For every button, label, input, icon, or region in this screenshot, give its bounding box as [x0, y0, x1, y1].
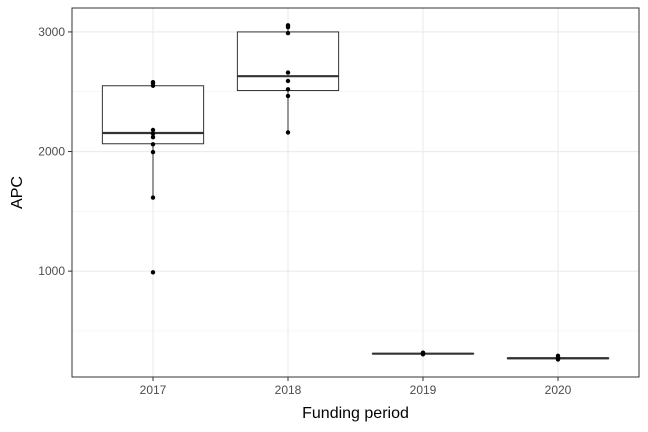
- point-series: [150, 23, 561, 362]
- data-point: [150, 195, 156, 200]
- x-tick-label: 2017: [140, 383, 167, 397]
- data-point: [150, 131, 156, 136]
- plot-panel-background: [72, 8, 639, 377]
- y-tick-label: 1000: [38, 264, 65, 278]
- y-axis-title: APC: [9, 176, 26, 209]
- y-tick-label: 2000: [38, 145, 65, 159]
- data-point: [150, 79, 156, 85]
- data-point: [285, 130, 291, 135]
- data-point: [150, 127, 156, 133]
- x-tick-label: 2018: [275, 383, 302, 397]
- data-point: [285, 70, 291, 75]
- y-axis-ticks: 1000 2000 3000: [38, 25, 72, 278]
- major-gridlines: [72, 8, 639, 377]
- x-axis-title: Funding period: [302, 405, 409, 422]
- x-axis-ticks: 2017 2018 2019 2020: [140, 377, 572, 397]
- data-point: [285, 78, 291, 84]
- data-point: [555, 353, 561, 359]
- data-point: [285, 87, 291, 92]
- data-point: [150, 270, 156, 275]
- plot-panel-border: [71, 7, 640, 378]
- data-point: [285, 23, 291, 28]
- data-point: [150, 149, 156, 155]
- data-point: [285, 30, 291, 36]
- x-tick-label: 2020: [545, 383, 572, 397]
- data-point: [150, 142, 156, 147]
- x-tick-label: 2019: [410, 383, 437, 397]
- y-tick-label: 3000: [38, 25, 65, 39]
- data-point: [420, 350, 426, 355]
- data-point: [285, 93, 291, 99]
- data-point: [150, 134, 156, 140]
